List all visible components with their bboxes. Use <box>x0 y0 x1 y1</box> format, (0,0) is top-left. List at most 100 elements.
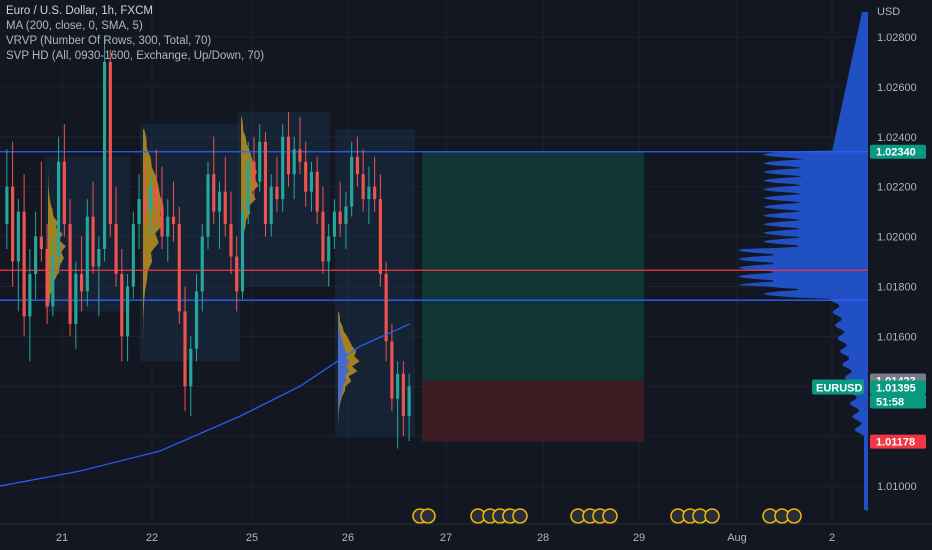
candle-body <box>309 171 314 192</box>
price-tag-bg <box>870 380 926 395</box>
event-icon[interactable] <box>420 508 436 524</box>
price-tick-label: 1.01800 <box>877 281 917 293</box>
economic-events[interactable] <box>412 508 802 524</box>
candle-body <box>217 191 222 212</box>
candle-body <box>114 224 118 274</box>
candle-body <box>263 141 268 225</box>
candle-body <box>68 224 72 324</box>
candle-body <box>315 171 319 212</box>
time-tick-label: 29 <box>633 532 645 544</box>
candle-body <box>11 186 15 262</box>
candle-body <box>275 186 279 200</box>
candle-body <box>5 186 9 225</box>
time-tick-label: Aug <box>727 532 747 544</box>
candle-body <box>74 273 78 324</box>
candle-body <box>384 273 388 342</box>
candle-body <box>154 186 158 207</box>
candle-body <box>102 61 107 250</box>
axis-currency: USD <box>877 6 900 18</box>
candle-body <box>286 136 291 175</box>
price-tag-bg <box>870 144 926 159</box>
legend-ma[interactable]: MA (200, close, 0, SMA, 5) <box>6 20 143 32</box>
candle-body <box>131 224 135 287</box>
price-tag-bg <box>870 434 926 449</box>
legend-svp[interactable]: SVP HD (All, 0930-1600, Exchange, Up/Dow… <box>6 50 265 62</box>
candle-body <box>258 141 262 182</box>
candle-body <box>171 216 176 225</box>
candle-body <box>373 186 377 200</box>
event-icon[interactable] <box>704 508 720 524</box>
candle-body <box>137 199 141 225</box>
candle-body <box>148 186 153 212</box>
symbol-tag-label: EURUSD <box>816 382 863 394</box>
chart-legend: Euro / U.S. Dollar, 1h, FXCM MA (200, cl… <box>6 4 264 64</box>
volume-profile <box>738 12 868 511</box>
price-tag-label: 51:58 <box>876 396 904 408</box>
candle-body <box>229 224 233 257</box>
candle-body <box>28 273 32 317</box>
candle-body <box>183 311 187 387</box>
candle-body <box>246 161 250 212</box>
vrvp-histogram <box>738 12 868 511</box>
candles <box>5 37 411 449</box>
trade-zones <box>422 151 644 442</box>
price-tick-label: 1.02000 <box>877 232 917 244</box>
horizontal-lines[interactable] <box>0 151 868 301</box>
time-tick-label: 22 <box>146 532 158 544</box>
event-icon[interactable] <box>786 508 802 524</box>
time-tick-label: 28 <box>537 532 549 544</box>
candle-body <box>212 174 216 212</box>
candle-body <box>235 256 239 292</box>
time-axis[interactable]: 21 22 25 26 27 28 29 Aug 2 <box>0 523 932 544</box>
price-tick-label: 1.02800 <box>877 32 917 44</box>
candle-body <box>223 191 227 225</box>
symbol-tag-bg <box>812 379 864 395</box>
candle-body <box>160 206 164 237</box>
price-tag-label: 1.01395 <box>876 382 916 394</box>
time-tick-label: 26 <box>342 532 354 544</box>
candle-body <box>85 216 89 292</box>
candle-body <box>401 373 405 417</box>
candle-body <box>338 211 342 225</box>
candle-body <box>350 156 354 207</box>
candle-body <box>120 273 124 337</box>
candle-body <box>166 216 170 237</box>
event-icon[interactable] <box>512 508 528 524</box>
price-axis[interactable]: USD 1.02800 1.02600 1.02400 1.02200 1.02000 1.… <box>877 6 917 493</box>
time-tick-label: 25 <box>246 532 258 544</box>
time-tick-label: 2 <box>829 532 835 544</box>
candle-body <box>344 206 348 225</box>
candle-body <box>396 373 400 399</box>
candle-body <box>292 149 296 175</box>
candle-body <box>206 174 210 237</box>
candle-body <box>39 236 43 250</box>
event-icon[interactable] <box>602 508 618 524</box>
candle-body <box>45 249 49 307</box>
candle-body <box>321 211 325 262</box>
candle-body <box>16 211 20 262</box>
legend-title[interactable]: Euro / U.S. Dollar, 1h, FXCM <box>6 5 153 17</box>
candle-body <box>143 199 147 212</box>
candle-body <box>298 149 302 162</box>
candle-body <box>327 236 331 262</box>
price-tick-label: 1.01000 <box>877 481 917 493</box>
candle-body <box>62 161 66 225</box>
candle-body <box>51 256 55 307</box>
candle-body <box>269 186 273 225</box>
candle-body <box>22 211 26 317</box>
candle-body <box>194 291 199 349</box>
candle-body <box>407 386 411 417</box>
legend-vrvp[interactable]: VRVP (Number Of Rows, 300, Total, 70) <box>6 35 212 47</box>
candle-body <box>189 348 193 387</box>
price-tick-label: 1.01600 <box>877 331 917 343</box>
take-profit-zone <box>422 151 644 381</box>
candle-body <box>361 174 365 200</box>
candle-body <box>125 286 130 337</box>
candle-body <box>91 216 95 267</box>
price-tag-label: 1.02340 <box>876 147 916 159</box>
candle-body <box>108 61 112 225</box>
candle-body <box>332 211 337 237</box>
candle-body <box>390 341 394 399</box>
candle-body <box>367 186 371 200</box>
